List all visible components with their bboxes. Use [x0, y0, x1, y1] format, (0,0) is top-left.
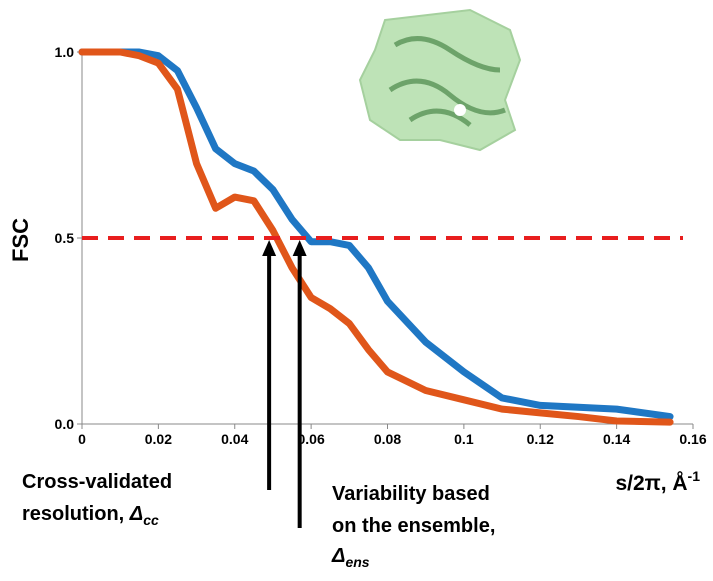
- annotation-sub: cc: [143, 512, 159, 528]
- x-axis-label: s/2π, Å-1: [615, 468, 700, 495]
- annotation-line: Variability based: [332, 483, 490, 505]
- annotation-sub: ens: [345, 554, 369, 570]
- y-tick-label: 1.0: [55, 44, 75, 60]
- x-tick-label: 0.16: [679, 431, 706, 447]
- x-axis-label-text: s/2π, Å: [615, 471, 687, 495]
- annotation: Δens: [331, 545, 370, 570]
- annotation-line: Cross-validated: [22, 471, 172, 493]
- annotation-symbol: Δ: [129, 503, 143, 525]
- x-tick-label: 0: [78, 431, 86, 447]
- arrow-head: [262, 240, 277, 256]
- series-line: [78, 48, 674, 421]
- x-axis-label-sup: -1: [688, 468, 701, 484]
- x-tick-label: 0.08: [374, 431, 401, 447]
- y-tick-label: 0.5: [55, 230, 75, 246]
- protein-image: [358, 8, 522, 152]
- x-tick-label: 0.04: [221, 431, 248, 447]
- annotation-line: resolution,: [22, 503, 130, 525]
- annotation-symbol: Δ: [331, 545, 345, 567]
- x-tick-label: 0.14: [603, 431, 630, 447]
- annotation-line: on the ensemble,: [332, 515, 495, 537]
- series-line: [78, 48, 674, 426]
- x-tick-label: 0.02: [145, 431, 172, 447]
- x-tick-label: 0.1: [454, 431, 474, 447]
- y-tick-label: 0.0: [55, 416, 75, 432]
- x-tick-label: 0.06: [298, 431, 325, 447]
- arrow-head: [292, 240, 307, 256]
- y-axis-label: FSC: [8, 218, 33, 262]
- annotation: resolution, Δcc: [22, 503, 159, 528]
- x-tick-label: 0.12: [527, 431, 554, 447]
